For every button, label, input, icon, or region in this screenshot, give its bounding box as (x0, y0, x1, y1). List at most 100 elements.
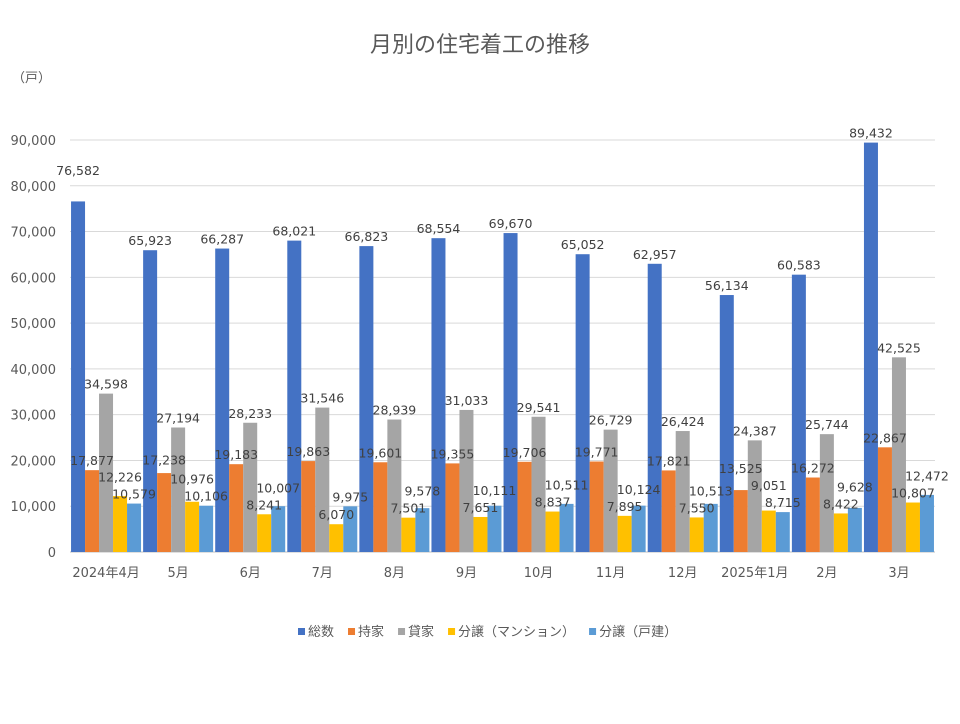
bar-0 (863, 142, 878, 553)
legend-label: 持家 (358, 624, 384, 640)
legend-swatch (348, 628, 356, 635)
bar-4 (415, 508, 430, 552)
x-tick-label: 5月 (167, 566, 188, 581)
data-label: 27,194 (156, 411, 200, 426)
data-label: 9,051 (751, 478, 787, 493)
data-label: 6,070 (318, 507, 354, 522)
bar-1 (589, 461, 604, 552)
y-axis-unit-label: （戸） (12, 71, 51, 86)
data-label: 10,007 (256, 480, 300, 495)
bar-4 (775, 512, 790, 552)
data-label: 89,432 (849, 126, 893, 141)
data-label: 76,582 (56, 163, 100, 178)
bar-0 (143, 250, 158, 552)
bar-4 (631, 505, 646, 552)
legend-label: 分譲（マンション） (458, 624, 575, 640)
y-tick-label: 20,000 (11, 454, 57, 469)
bar-4 (703, 503, 718, 552)
data-label: 8,837 (535, 495, 571, 510)
bar-3 (473, 516, 488, 552)
bar-2 (531, 416, 546, 552)
legend-label: 分譲（戸建） (599, 624, 677, 640)
legend-label: 貸家 (408, 624, 434, 640)
x-tick-label: 6月 (240, 566, 261, 581)
bar-1 (661, 470, 676, 552)
data-label: 26,424 (661, 414, 705, 429)
x-tick-label: 10月 (524, 566, 554, 581)
bar-4 (199, 505, 214, 552)
legend-item: 分譲（戸建） (589, 624, 677, 640)
data-label: 25,744 (805, 417, 849, 432)
legend-item: 持家 (348, 624, 384, 640)
data-label: 8,241 (246, 497, 282, 512)
x-tick-label: 11月 (596, 566, 626, 581)
data-label: 65,052 (561, 237, 605, 252)
bar-1 (517, 461, 532, 552)
bar-0 (215, 248, 230, 552)
data-label: 66,287 (200, 232, 244, 247)
bar-0 (431, 238, 446, 552)
data-label: 31,546 (300, 391, 344, 406)
data-label: 19,706 (503, 445, 547, 460)
x-tick-label: 8月 (384, 566, 405, 581)
legend-swatch (589, 628, 597, 635)
data-label: 68,021 (272, 224, 316, 239)
data-label: 65,923 (128, 233, 172, 248)
data-label: 19,601 (359, 445, 403, 460)
bar-3 (545, 511, 560, 552)
bar-1 (805, 477, 820, 552)
bar-3 (329, 524, 344, 552)
bar-0 (503, 233, 518, 552)
data-label: 10,579 (112, 487, 156, 502)
data-label: 9,578 (404, 484, 440, 499)
bar-3 (905, 502, 920, 552)
data-label: 7,651 (463, 500, 499, 515)
data-label: 62,957 (633, 247, 677, 262)
bar-3 (689, 517, 704, 552)
y-tick-label: 0 (48, 546, 56, 561)
data-label: 9,975 (332, 489, 368, 504)
bar-0 (575, 254, 590, 552)
legend-item: 分譲（マンション） (448, 624, 575, 640)
bar-1 (157, 473, 172, 552)
y-tick-label: 30,000 (11, 409, 57, 424)
bar-2 (819, 434, 834, 552)
bar-4 (271, 506, 286, 552)
data-label: 19,863 (286, 444, 330, 459)
bar-2 (603, 429, 618, 552)
data-label: 42,525 (877, 340, 921, 355)
bar-2 (315, 407, 330, 552)
data-label: 17,821 (647, 453, 691, 468)
chart-title: 月別の住宅着工の推移 (370, 33, 590, 58)
data-label: 24,387 (733, 423, 777, 438)
legend-swatch (398, 628, 406, 635)
bar-1 (229, 464, 244, 552)
bar-2 (891, 357, 906, 552)
data-label: 60,583 (777, 258, 821, 273)
legend-item: 総数 (298, 625, 334, 640)
bar-1 (373, 462, 388, 552)
bar-2 (747, 440, 762, 552)
data-label: 10,511 (545, 478, 589, 493)
y-tick-label: 10,000 (11, 500, 57, 515)
data-label: 8,422 (823, 496, 859, 511)
x-tick-label: 2024年4月 (72, 566, 139, 581)
data-label: 8,715 (765, 495, 801, 510)
bar-2 (171, 427, 186, 552)
data-label: 13,525 (719, 461, 763, 476)
data-label: 9,628 (837, 479, 873, 494)
y-tick-label: 40,000 (11, 363, 57, 378)
data-label: 12,226 (98, 470, 142, 485)
data-label: 68,554 (417, 221, 461, 236)
bar-2 (675, 431, 690, 552)
bar-0 (71, 201, 86, 552)
bar-1 (877, 447, 892, 552)
bar-3 (761, 510, 776, 552)
x-tick-label: 7月 (312, 566, 333, 581)
bar-0 (719, 295, 734, 552)
y-tick-label: 70,000 (11, 226, 57, 241)
x-tick-label: 2025年1月 (721, 566, 788, 581)
bar-3 (833, 513, 848, 552)
data-label: 10,106 (184, 489, 228, 504)
